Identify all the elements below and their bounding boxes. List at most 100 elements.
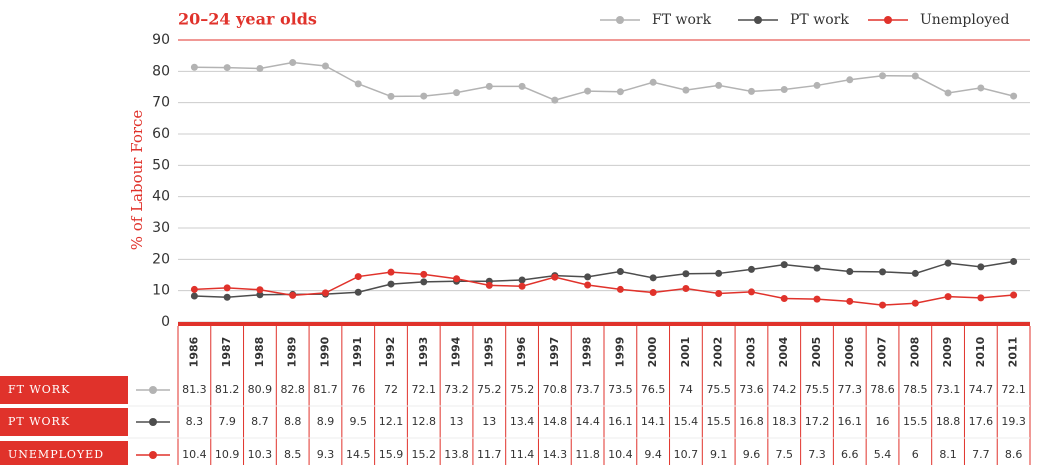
table-cell: 17.6 (969, 415, 994, 428)
data-point (354, 288, 362, 296)
x-tick-label: 1995 (482, 337, 495, 368)
data-point (223, 284, 231, 292)
table-cell: 73.2 (444, 383, 469, 396)
x-tick-label: 1986 (187, 336, 200, 367)
table-cell: 17.2 (805, 415, 830, 428)
data-point (518, 282, 526, 290)
series-line (194, 61, 1014, 101)
data-point (715, 269, 723, 277)
table-cell: 8.1 (939, 448, 957, 461)
table-cell: 18.3 (772, 415, 797, 428)
table-cell: 16.1 (608, 415, 633, 428)
table-cell: 8.7 (251, 415, 269, 428)
legend-marker (754, 16, 762, 24)
x-tick-label: 2011 (1007, 337, 1020, 368)
x-tick-label: 2010 (974, 336, 987, 367)
table-cell: 12.1 (379, 415, 404, 428)
x-tick-label: 1998 (581, 337, 594, 368)
table-cell: 72.1 (1001, 383, 1026, 396)
table-cell: 18.8 (936, 415, 961, 428)
data-point (190, 292, 198, 300)
table-cell: 7.9 (218, 415, 236, 428)
data-point (1010, 258, 1018, 266)
table-cell: 72.1 (412, 383, 437, 396)
data-point (616, 88, 624, 96)
data-point (813, 295, 821, 303)
row-marker (149, 386, 157, 394)
data-point (649, 78, 657, 86)
data-point (321, 289, 329, 297)
table-cell: 13 (450, 415, 464, 428)
data-point (551, 96, 559, 104)
table-cell: 15.5 (903, 415, 928, 428)
data-point (223, 293, 231, 301)
table-cell: 6.6 (841, 448, 859, 461)
data-point (256, 291, 264, 299)
data-point (616, 285, 624, 293)
table-cell: 75.5 (706, 383, 731, 396)
data-point (780, 295, 788, 302)
data-point (387, 268, 395, 276)
data-point (944, 89, 952, 97)
table-cell: 10.3 (248, 448, 273, 461)
data-point (813, 81, 821, 89)
table-cell: 19.3 (1001, 415, 1026, 428)
x-tick-label: 1990 (318, 336, 331, 367)
table-cell: 8.9 (317, 415, 335, 428)
baseline (178, 322, 1030, 326)
row-label-bg (0, 376, 128, 404)
data-point (977, 263, 985, 271)
x-tick-label: 1994 (450, 336, 463, 367)
table-cell: 8.6 (1005, 448, 1023, 461)
row-label-bg (0, 408, 128, 436)
data-point (747, 265, 755, 273)
table-cell: 6 (912, 448, 919, 461)
data-point (977, 294, 985, 302)
table-cell: 8.5 (284, 448, 302, 461)
table-cell: 76 (351, 383, 365, 396)
data-point (846, 268, 854, 276)
legend-marker (616, 16, 624, 24)
table-cell: 72 (384, 383, 398, 396)
data-point (879, 72, 887, 80)
table-cell: 77.3 (838, 383, 863, 396)
data-point (780, 261, 788, 269)
x-tick-label: 2003 (744, 337, 757, 368)
data-point (387, 92, 395, 100)
y-tick-label: 40 (152, 189, 170, 205)
table-cell: 81.2 (215, 383, 240, 396)
table-cell: 13.4 (510, 415, 535, 428)
x-tick-label: 2007 (876, 337, 889, 368)
data-point (813, 264, 821, 272)
table-cell: 78.6 (870, 383, 895, 396)
y-tick-label: 30 (152, 220, 170, 236)
table-cell: 70.8 (543, 383, 568, 396)
table-cell: 14.4 (575, 415, 600, 428)
data-point (911, 72, 919, 80)
data-point (911, 269, 919, 277)
legend-label: FT work (652, 12, 712, 28)
table-cell: 73.5 (608, 383, 633, 396)
table-cell: 9.5 (349, 415, 367, 428)
table-cell: 12.8 (412, 415, 437, 428)
table-cell: 10.7 (674, 448, 699, 461)
y-tick-label: 20 (152, 251, 170, 267)
table-cell: 80.9 (248, 383, 273, 396)
x-tick-label: 1991 (351, 337, 364, 368)
table-cell: 14.5 (346, 448, 371, 461)
table-cell: 74.2 (772, 383, 797, 396)
data-point (879, 268, 887, 276)
y-axis-label: % of Labour Force (128, 110, 146, 251)
data-point (190, 63, 198, 71)
series-line (194, 260, 1014, 298)
data-point (584, 273, 592, 281)
table-cell: 74.7 (969, 383, 994, 396)
data-point (289, 59, 297, 67)
x-tick-label: 2008 (908, 337, 921, 368)
x-tick-label: 2004 (777, 336, 790, 367)
data-point (354, 80, 362, 88)
table-cell: 10.9 (215, 448, 240, 461)
table-cell: 81.3 (182, 383, 207, 396)
x-tick-label: 2002 (712, 337, 725, 368)
